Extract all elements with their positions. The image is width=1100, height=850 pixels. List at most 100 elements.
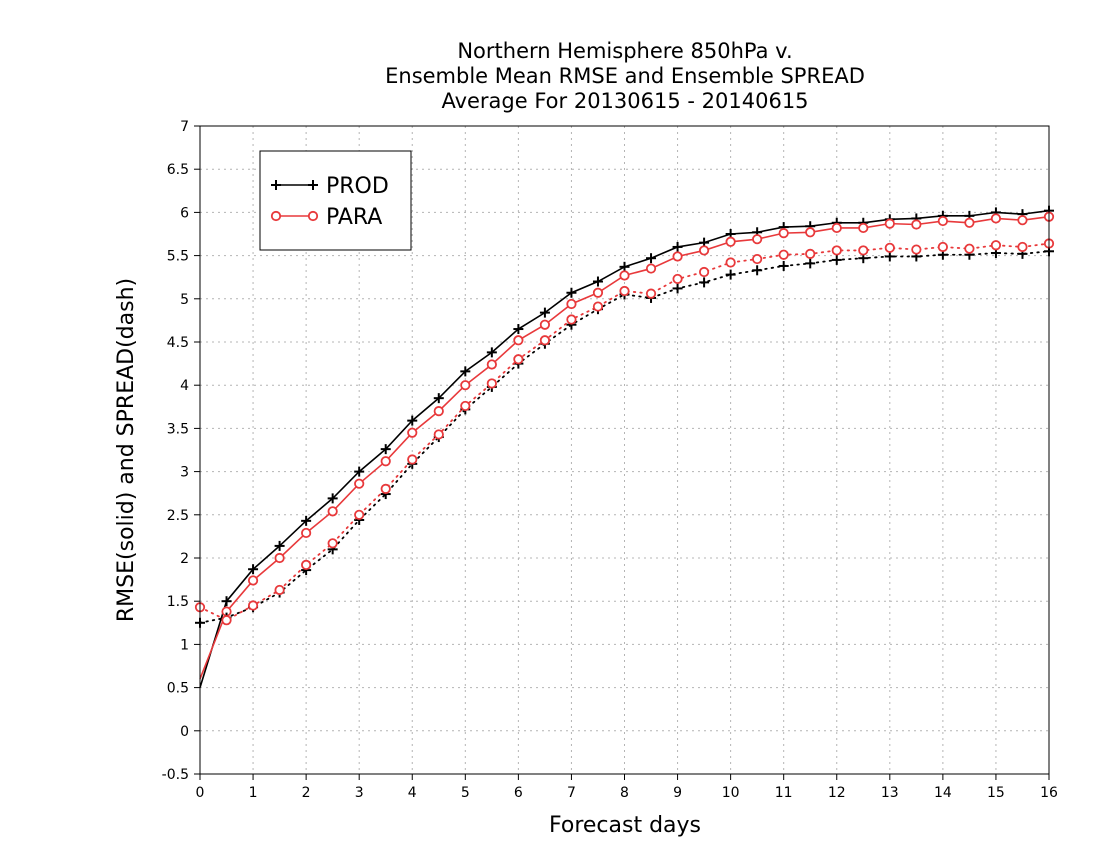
y-tick-label: 4.5 bbox=[167, 335, 189, 351]
data-point bbox=[301, 527, 312, 539]
y-tick-label: 5 bbox=[180, 292, 189, 308]
x-tick-label: 2 bbox=[302, 785, 311, 801]
data-point bbox=[247, 600, 259, 611]
data-point bbox=[407, 415, 418, 426]
data-point bbox=[619, 270, 630, 281]
data-point bbox=[752, 265, 763, 276]
data-point bbox=[380, 483, 391, 494]
y-tick-label: 6.5 bbox=[167, 162, 189, 178]
data-point bbox=[698, 245, 710, 256]
data-point bbox=[566, 298, 577, 310]
series-line-para-spread bbox=[199, 242, 1050, 622]
legend: PROD PARA bbox=[259, 150, 412, 251]
data-point bbox=[778, 228, 789, 239]
y-axis-ticks: -0.5 0 0.5 1 1.5 2 2.5 3 3.5 4 4.5 5 5.5 6 6.5 7 bbox=[162, 119, 200, 783]
x-tick-label: 15 bbox=[987, 785, 1005, 801]
x-tick-label: 4 bbox=[408, 785, 417, 801]
data-point bbox=[327, 506, 338, 517]
legend-marker bbox=[271, 180, 281, 190]
data-point bbox=[433, 406, 444, 417]
data-point bbox=[566, 314, 577, 325]
y-tick-label: 2 bbox=[180, 551, 189, 567]
data-point bbox=[274, 540, 285, 551]
data-point bbox=[672, 241, 683, 252]
data-point bbox=[354, 478, 365, 489]
data-point bbox=[301, 515, 312, 526]
data-point bbox=[354, 509, 365, 520]
data-point bbox=[831, 222, 842, 234]
data-point bbox=[619, 261, 630, 272]
series-line-prod-spread bbox=[199, 250, 1050, 624]
data-point bbox=[699, 277, 710, 288]
data-point bbox=[725, 269, 736, 280]
data-point bbox=[645, 288, 657, 299]
x-tick-label: 5 bbox=[461, 785, 470, 801]
x-axis-ticks: 0 1 2 3 4 5 6 7 8 9 10 11 12 13 14 15 16 bbox=[196, 774, 1058, 801]
data-point bbox=[725, 236, 736, 247]
series-para-spread bbox=[194, 238, 1055, 626]
data-point bbox=[752, 234, 763, 245]
data-point bbox=[619, 285, 630, 297]
data-point bbox=[301, 559, 312, 571]
chart-title-line-1: Northern Hemisphere 850hPa v. bbox=[457, 39, 792, 63]
x-tick-label: 3 bbox=[355, 785, 364, 801]
data-point bbox=[911, 244, 922, 255]
data-point bbox=[725, 257, 736, 268]
legend-marker bbox=[270, 210, 282, 222]
y-tick-label: 4 bbox=[180, 378, 189, 394]
data-point bbox=[990, 213, 1002, 224]
series-para-rmse bbox=[199, 211, 1055, 680]
data-point bbox=[354, 466, 365, 477]
data-point bbox=[460, 366, 471, 377]
data-point bbox=[592, 287, 604, 298]
series-layer bbox=[194, 205, 1055, 688]
x-tick-label: 9 bbox=[673, 785, 682, 801]
y-tick-label: 1 bbox=[180, 637, 189, 653]
data-point bbox=[964, 217, 975, 228]
data-point bbox=[539, 319, 551, 330]
legend-items: PROD PARA bbox=[270, 174, 389, 230]
data-point bbox=[513, 335, 524, 346]
x-tick-label: 14 bbox=[934, 785, 952, 801]
data-point bbox=[486, 347, 497, 358]
data-point bbox=[327, 538, 338, 549]
y-tick-label: 1.5 bbox=[167, 594, 189, 610]
data-point bbox=[327, 493, 338, 504]
x-tick-label: 7 bbox=[567, 785, 576, 801]
legend-item-prod: PROD bbox=[271, 174, 389, 199]
data-point bbox=[884, 242, 895, 253]
data-point bbox=[433, 429, 444, 440]
data-point bbox=[645, 263, 657, 274]
data-point bbox=[990, 240, 1002, 251]
data-point bbox=[221, 615, 232, 626]
y-tick-label: 3.5 bbox=[167, 421, 189, 437]
x-tick-label: 16 bbox=[1040, 785, 1058, 801]
data-point bbox=[752, 253, 763, 265]
data-point bbox=[805, 227, 816, 238]
x-tick-label: 12 bbox=[828, 785, 846, 801]
data-point bbox=[539, 335, 551, 346]
data-point bbox=[592, 301, 604, 312]
x-axis-label: Forecast days bbox=[549, 813, 701, 838]
y-tick-label: 3 bbox=[180, 465, 189, 481]
data-point bbox=[831, 245, 842, 256]
data-point bbox=[884, 218, 895, 229]
x-tick-label: 1 bbox=[249, 785, 258, 801]
data-point bbox=[884, 251, 895, 262]
y-tick-label: 0.5 bbox=[167, 681, 189, 697]
data-point bbox=[460, 380, 471, 391]
y-tick-label: 0 bbox=[180, 724, 189, 740]
data-point bbox=[698, 266, 710, 278]
x-tick-label: 8 bbox=[620, 785, 629, 801]
x-tick-label: 0 bbox=[196, 785, 205, 801]
data-point bbox=[539, 307, 550, 318]
chart-title-line-2: Ensemble Mean RMSE and Ensemble SPREAD bbox=[385, 64, 865, 88]
data-point bbox=[858, 222, 869, 234]
x-tick-label: 10 bbox=[722, 785, 740, 801]
y-tick-label: 5.5 bbox=[167, 249, 189, 265]
data-point bbox=[566, 287, 577, 298]
legend-box bbox=[259, 150, 412, 251]
data-point bbox=[221, 596, 232, 607]
data-point bbox=[831, 254, 842, 265]
